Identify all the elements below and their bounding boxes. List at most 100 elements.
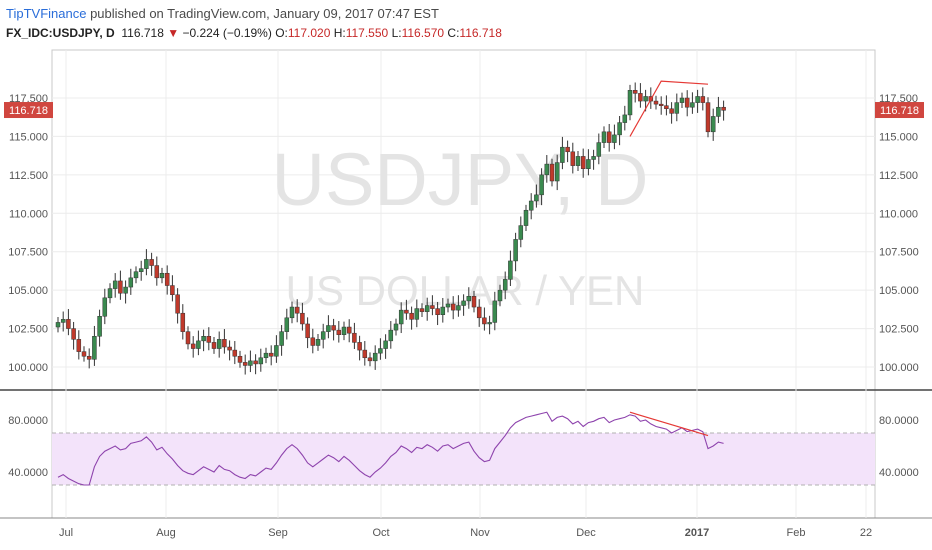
candle-body [705, 102, 711, 133]
candle-body [294, 306, 300, 314]
candle-body [154, 265, 160, 279]
symbol-label: FX_IDC:USDJPY, D [6, 26, 115, 40]
candle-body [580, 156, 586, 169]
candle-body [419, 308, 425, 312]
candle-body [554, 162, 560, 182]
price-tick-label-right: 117.500 [879, 93, 918, 105]
candle-body [690, 102, 695, 108]
candle-body [242, 362, 248, 366]
price-tick-label-right: 112.500 [879, 170, 918, 182]
candle-body [268, 352, 274, 357]
candle-body [336, 329, 342, 335]
candle-body [658, 103, 664, 106]
candle-body [180, 312, 186, 332]
candle-body [320, 331, 326, 340]
publisher-link[interactable]: TipTVFinance [6, 6, 87, 21]
time-tick-label: Feb [787, 527, 806, 539]
candle-body [398, 309, 404, 325]
candle-body [684, 97, 690, 108]
candle-body [409, 312, 414, 320]
candle-body [216, 339, 222, 349]
price-tick-label-right: 115.000 [879, 131, 918, 143]
trendline-drawings[interactable] [629, 80, 709, 437]
candle-body [617, 122, 622, 136]
candle-body [107, 288, 113, 299]
candle-body [560, 146, 565, 163]
candle-body [627, 90, 633, 116]
candle-body [253, 360, 258, 365]
candle-body [237, 355, 243, 363]
time-tick-label: Jul [59, 527, 73, 539]
candle-body [222, 339, 227, 348]
rsi-tick-label-left: 80.0000 [8, 415, 48, 427]
candle-body [622, 114, 628, 123]
time-tick-label: 2017 [685, 527, 709, 539]
candle-body [86, 355, 92, 360]
last-price-badges: 116.718 116.718 [4, 102, 924, 119]
time-tick-label: Aug [156, 527, 176, 539]
rsi-tick-label-left: 40.0000 [8, 467, 48, 479]
candle-body [669, 108, 674, 114]
candle-body [674, 102, 680, 114]
candle-body [71, 328, 76, 340]
candle-body [378, 348, 383, 354]
candle-body [445, 303, 451, 308]
candle-body [638, 93, 643, 102]
candle-body [133, 271, 139, 279]
candle-body [92, 336, 97, 360]
candlestick-series [55, 82, 726, 375]
candle-body [549, 163, 555, 182]
price-tick-label-left: 117.500 [9, 93, 48, 105]
price-axis-left: 117.500 115.000 112.500 110.000 107.500 105.0… [8, 93, 48, 479]
candle-body [471, 296, 477, 308]
rsi-tick-label-right: 40.0000 [879, 467, 919, 479]
price-tick-label-left: 115.000 [9, 131, 48, 143]
rsi-tick-label-right: 80.0000 [879, 415, 919, 427]
candle-body [263, 352, 269, 359]
price-axis-right[interactable]: 117.500 115.000 112.500 110.000 107.500 105.0… [879, 93, 919, 479]
candle-body [144, 259, 149, 269]
candle-body [211, 342, 217, 349]
time-axis[interactable]: Jul Aug Sep Oct Nov Dec 2017 Feb 22 [59, 527, 872, 539]
candle-body [476, 306, 482, 319]
rsi-band-fill [52, 433, 875, 485]
price-tick-label-right: 110.000 [879, 208, 918, 220]
candle-body [695, 96, 700, 103]
rsi-series [57, 411, 724, 486]
price-badge-left-text: 116.718 [9, 105, 48, 117]
candle-body [383, 340, 388, 349]
candle-body [289, 306, 295, 319]
time-tick-label: Oct [372, 527, 389, 539]
candle-body [164, 272, 170, 286]
candle-body [466, 296, 472, 302]
candle-body [60, 319, 66, 323]
candle-body [102, 297, 108, 317]
candle-body [482, 317, 487, 325]
open-value: 117.020 [287, 26, 331, 40]
candle-body [170, 285, 175, 296]
last-price: 116.718 [121, 26, 164, 40]
candle-body [601, 131, 607, 143]
candle-body [716, 106, 721, 117]
candle-body [518, 225, 524, 240]
price-tick-label-right: 102.500 [879, 324, 919, 336]
high-value: 117.550 [345, 26, 389, 40]
price-tick-label-right: 100.000 [879, 362, 919, 374]
candle-body [710, 116, 716, 133]
watermark-subtitle: US DOLLAR / YEN [286, 267, 645, 314]
candle-body [430, 305, 435, 309]
candle-body [201, 336, 206, 342]
candle-body [596, 142, 602, 157]
price-badge-left-bg [4, 102, 53, 119]
candle-body [123, 286, 128, 294]
price-tick-label-left: 110.000 [9, 208, 48, 220]
down-arrow-icon: ▼ [167, 26, 180, 40]
candle-body [513, 239, 518, 262]
candle-body [274, 345, 279, 357]
time-tick-label: Dec [576, 527, 596, 539]
open-label: O: [275, 26, 288, 40]
candle-body [258, 357, 264, 365]
price-tick-label-left: 105.000 [8, 285, 48, 297]
candle-body [565, 146, 570, 153]
